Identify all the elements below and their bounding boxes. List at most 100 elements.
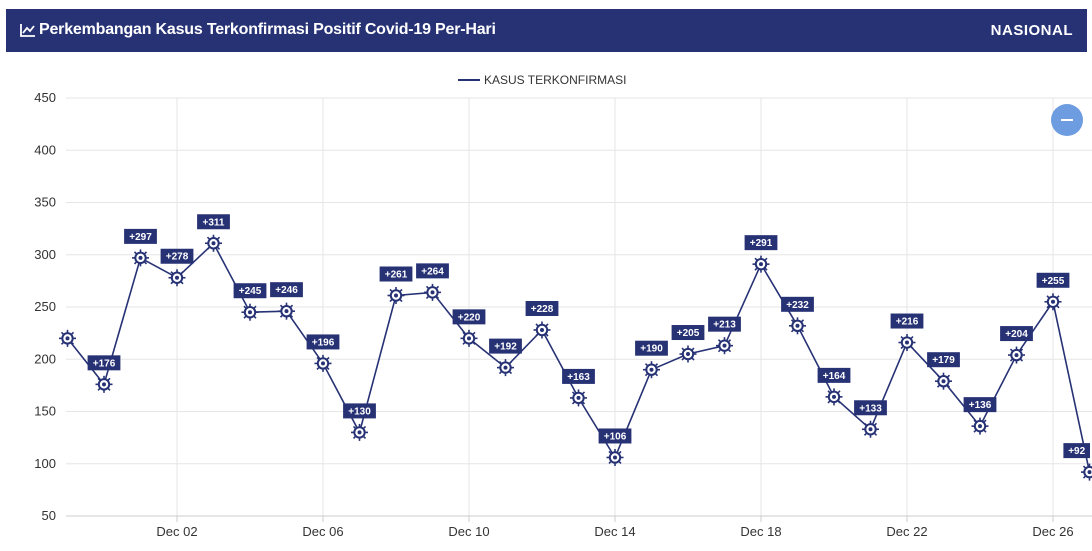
y-tick-label: 100 bbox=[34, 456, 56, 471]
data-point-marker[interactable] bbox=[825, 388, 843, 406]
data-label-box bbox=[1036, 272, 1070, 288]
data-label: +213 bbox=[713, 320, 736, 331]
data-point-marker[interactable] bbox=[1081, 463, 1092, 481]
zoom-out-button[interactable] bbox=[1051, 104, 1083, 136]
data-point-marker[interactable] bbox=[1044, 293, 1062, 311]
x-tick-label: Dec 26 bbox=[1032, 524, 1073, 539]
data-point-marker[interactable] bbox=[1008, 346, 1025, 364]
data-label: +176 bbox=[93, 358, 116, 369]
data-label-box bbox=[87, 355, 121, 371]
y-tick-label: 450 bbox=[34, 90, 56, 105]
y-tick-label: 150 bbox=[34, 404, 56, 419]
data-point-marker[interactable] bbox=[424, 283, 441, 301]
data-label-box bbox=[671, 325, 705, 341]
data-label-box bbox=[854, 400, 887, 416]
data-label: +228 bbox=[531, 304, 554, 315]
data-label-box bbox=[233, 283, 267, 299]
data-label: +133 bbox=[859, 403, 882, 414]
data-label-box bbox=[562, 368, 595, 384]
y-tick-label: 250 bbox=[34, 299, 56, 314]
x-tick-label: Dec 18 bbox=[740, 524, 781, 539]
data-point-marker[interactable] bbox=[971, 417, 989, 435]
data-label: +220 bbox=[458, 312, 481, 323]
x-tick-label: Dec 06 bbox=[302, 524, 343, 539]
data-label: +311 bbox=[203, 217, 225, 228]
data-label: +297 bbox=[129, 232, 152, 243]
data-label-box bbox=[379, 266, 413, 282]
chart-title: Perkembangan Kasus Terkonfirmasi Positif… bbox=[39, 21, 496, 38]
data-point-marker[interactable] bbox=[935, 372, 952, 390]
data-label-box bbox=[890, 313, 924, 329]
data-label-box bbox=[1063, 443, 1090, 459]
data-point-marker[interactable] bbox=[351, 423, 368, 441]
data-label: +291 bbox=[750, 238, 773, 249]
data-label-box bbox=[306, 334, 340, 350]
data-label-box bbox=[270, 282, 303, 298]
data-label: +130 bbox=[348, 406, 371, 417]
data-point-marker[interactable] bbox=[278, 302, 295, 320]
data-point-marker[interactable] bbox=[533, 321, 551, 339]
line-chart-icon bbox=[20, 24, 35, 37]
data-label-box bbox=[416, 263, 449, 279]
data-label: +232 bbox=[786, 300, 809, 311]
data-label: +92 bbox=[1068, 446, 1085, 457]
data-point-marker[interactable] bbox=[314, 354, 332, 372]
data-label-box bbox=[343, 403, 376, 419]
data-label-box bbox=[124, 228, 157, 244]
data-label-box bbox=[635, 340, 668, 356]
data-point-marker[interactable] bbox=[387, 287, 405, 305]
y-tick-label: 300 bbox=[34, 247, 56, 262]
data-point-marker[interactable] bbox=[679, 345, 697, 363]
data-point-marker[interactable] bbox=[168, 269, 186, 287]
data-label-box bbox=[963, 397, 997, 413]
data-point-marker[interactable] bbox=[241, 303, 259, 321]
data-point-marker[interactable] bbox=[789, 317, 806, 335]
data-label: +261 bbox=[385, 270, 408, 281]
data-label: +196 bbox=[312, 337, 335, 348]
data-label-box bbox=[489, 338, 522, 354]
data-label: +204 bbox=[1005, 329, 1028, 340]
data-point-marker[interactable] bbox=[95, 375, 113, 393]
region-scope-label: NASIONAL bbox=[990, 22, 1073, 39]
data-point-marker[interactable] bbox=[606, 448, 624, 466]
data-point-marker[interactable] bbox=[862, 420, 879, 438]
data-point-marker[interactable] bbox=[570, 389, 587, 407]
data-label-box bbox=[598, 428, 632, 444]
data-point-marker[interactable] bbox=[497, 359, 514, 377]
y-tick-label: 200 bbox=[34, 351, 56, 366]
data-label: +106 bbox=[604, 431, 627, 442]
minus-icon bbox=[1061, 119, 1073, 121]
x-tick-label: Dec 10 bbox=[448, 524, 489, 539]
data-point-marker[interactable] bbox=[132, 249, 149, 267]
data-point-marker[interactable] bbox=[752, 255, 770, 273]
data-label: +179 bbox=[932, 355, 955, 366]
y-tick-label: 50 bbox=[42, 508, 56, 523]
data-label-box bbox=[452, 309, 486, 325]
legend-label[interactable]: KASUS TERKONFIRMASI bbox=[484, 73, 626, 87]
data-label: +216 bbox=[896, 317, 919, 328]
data-label-box bbox=[817, 367, 851, 383]
data-point-marker[interactable] bbox=[643, 361, 660, 379]
data-label-box bbox=[1000, 326, 1033, 342]
data-point-marker[interactable] bbox=[205, 234, 222, 252]
data-label: +264 bbox=[421, 266, 444, 277]
data-label-box bbox=[160, 248, 194, 264]
data-point-marker[interactable] bbox=[898, 334, 916, 352]
x-tick-label: Dec 14 bbox=[594, 524, 635, 539]
data-label: +136 bbox=[969, 400, 992, 411]
data-label-box bbox=[197, 214, 230, 230]
line-chart: 50 100 150 200 250 300 350 400 450 Dec 02 Dec 06 De… bbox=[34, 73, 1092, 539]
y-tick-label: 350 bbox=[34, 195, 56, 210]
x-tick-label: Dec 22 bbox=[886, 524, 927, 539]
data-label: +192 bbox=[494, 342, 517, 353]
data-label: +246 bbox=[275, 285, 298, 296]
data-label: +164 bbox=[823, 371, 846, 382]
data-point-marker[interactable] bbox=[716, 337, 733, 355]
data-point-marker[interactable] bbox=[460, 329, 478, 347]
data-label: +205 bbox=[677, 328, 700, 339]
data-label-box bbox=[708, 316, 741, 332]
data-point-marker[interactable] bbox=[59, 329, 76, 347]
data-label: +245 bbox=[239, 286, 262, 297]
x-tick-label: Dec 02 bbox=[156, 524, 197, 539]
data-label-box bbox=[525, 300, 559, 316]
